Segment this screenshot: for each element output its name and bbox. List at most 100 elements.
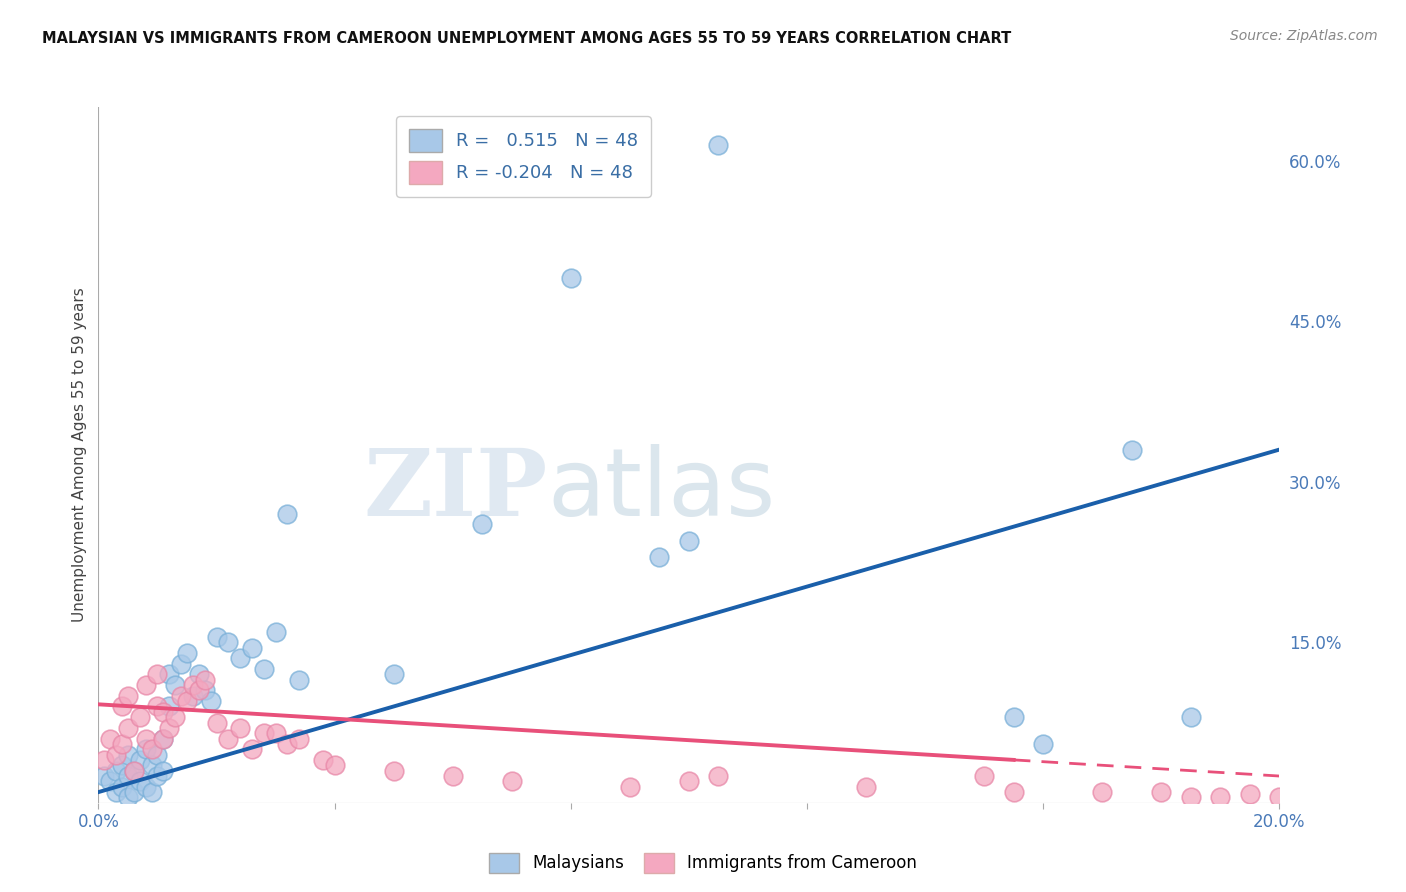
Point (678, 774, 700, 789)
Legend: R =   0.515   N = 48, R = -0.204   N = 48: R = 0.515 N = 48, R = -0.204 N = 48 (396, 116, 651, 197)
Point (382, 667, 405, 681)
Point (128, 710, 150, 724)
Point (117, 769, 139, 783)
Point (187, 683, 209, 698)
Point (122, 785, 145, 799)
Point (181, 689, 204, 703)
Point (165, 710, 187, 724)
Point (1209, 790, 1232, 805)
Point (1180, 790, 1202, 805)
Point (117, 790, 139, 805)
Text: atlas: atlas (547, 443, 776, 536)
Point (205, 715, 228, 730)
Point (264, 624, 287, 639)
Point (170, 689, 193, 703)
Point (135, 731, 157, 746)
Point (501, 774, 523, 789)
Point (135, 742, 157, 756)
Point (105, 785, 128, 799)
Point (146, 667, 169, 681)
Point (117, 721, 139, 735)
Point (1002, 785, 1025, 799)
Point (176, 694, 198, 708)
Point (382, 764, 405, 778)
Point (471, 517, 494, 532)
Point (152, 764, 174, 778)
Point (560, 271, 582, 285)
Point (98, 731, 121, 746)
Point (122, 764, 145, 778)
Point (288, 731, 311, 746)
Point (1150, 785, 1173, 799)
Point (205, 630, 228, 644)
Point (253, 662, 276, 676)
Point (146, 769, 169, 783)
Point (128, 753, 150, 767)
Point (1091, 785, 1114, 799)
Point (707, 769, 730, 783)
Point (194, 673, 217, 687)
Point (111, 737, 134, 751)
Point (855, 780, 877, 794)
Point (135, 780, 157, 794)
Point (93, 753, 115, 767)
Point (288, 673, 311, 687)
Point (152, 731, 174, 746)
Point (187, 667, 209, 681)
Point (181, 678, 204, 692)
Point (648, 549, 671, 564)
Point (240, 640, 263, 655)
Point (240, 742, 263, 756)
Point (276, 507, 298, 521)
Point (117, 747, 139, 762)
Point (111, 758, 134, 772)
Point (128, 774, 150, 789)
Legend: Malaysians, Immigrants from Cameroon: Malaysians, Immigrants from Cameroon (482, 847, 924, 880)
Point (176, 646, 198, 660)
Point (312, 753, 335, 767)
Text: ZIP: ZIP (363, 445, 547, 534)
Point (1032, 737, 1054, 751)
Point (157, 667, 180, 681)
Text: MALAYSIAN VS IMMIGRANTS FROM CAMEROON UNEMPLOYMENT AMONG AGES 55 TO 59 YEARS COR: MALAYSIAN VS IMMIGRANTS FROM CAMEROON UN… (42, 31, 1011, 46)
Point (619, 780, 641, 794)
Point (111, 699, 134, 714)
Point (141, 758, 163, 772)
Point (105, 764, 128, 778)
Point (253, 726, 276, 740)
Point (1121, 442, 1143, 457)
Point (194, 683, 217, 698)
Point (141, 742, 163, 756)
Point (170, 657, 193, 671)
Point (152, 731, 174, 746)
Point (441, 769, 464, 783)
Y-axis label: Unemployment Among Ages 55 to 59 years: Unemployment Among Ages 55 to 59 years (72, 287, 87, 623)
Point (1002, 710, 1025, 724)
Point (146, 747, 169, 762)
Point (141, 785, 163, 799)
Point (157, 721, 180, 735)
Point (135, 678, 157, 692)
Point (152, 705, 174, 719)
Point (276, 737, 298, 751)
Point (111, 780, 134, 794)
Point (93, 769, 115, 783)
Point (1180, 710, 1202, 724)
Point (707, 137, 730, 152)
Point (98, 774, 121, 789)
Point (165, 678, 187, 692)
Point (1268, 790, 1291, 805)
Point (200, 694, 222, 708)
Point (146, 699, 169, 714)
Point (229, 721, 252, 735)
Point (217, 635, 239, 649)
Point (323, 758, 346, 772)
Point (973, 769, 995, 783)
Point (229, 651, 252, 665)
Text: Source: ZipAtlas.com: Source: ZipAtlas.com (1230, 29, 1378, 43)
Point (105, 747, 128, 762)
Point (157, 699, 180, 714)
Point (122, 764, 145, 778)
Point (117, 689, 139, 703)
Point (678, 533, 700, 548)
